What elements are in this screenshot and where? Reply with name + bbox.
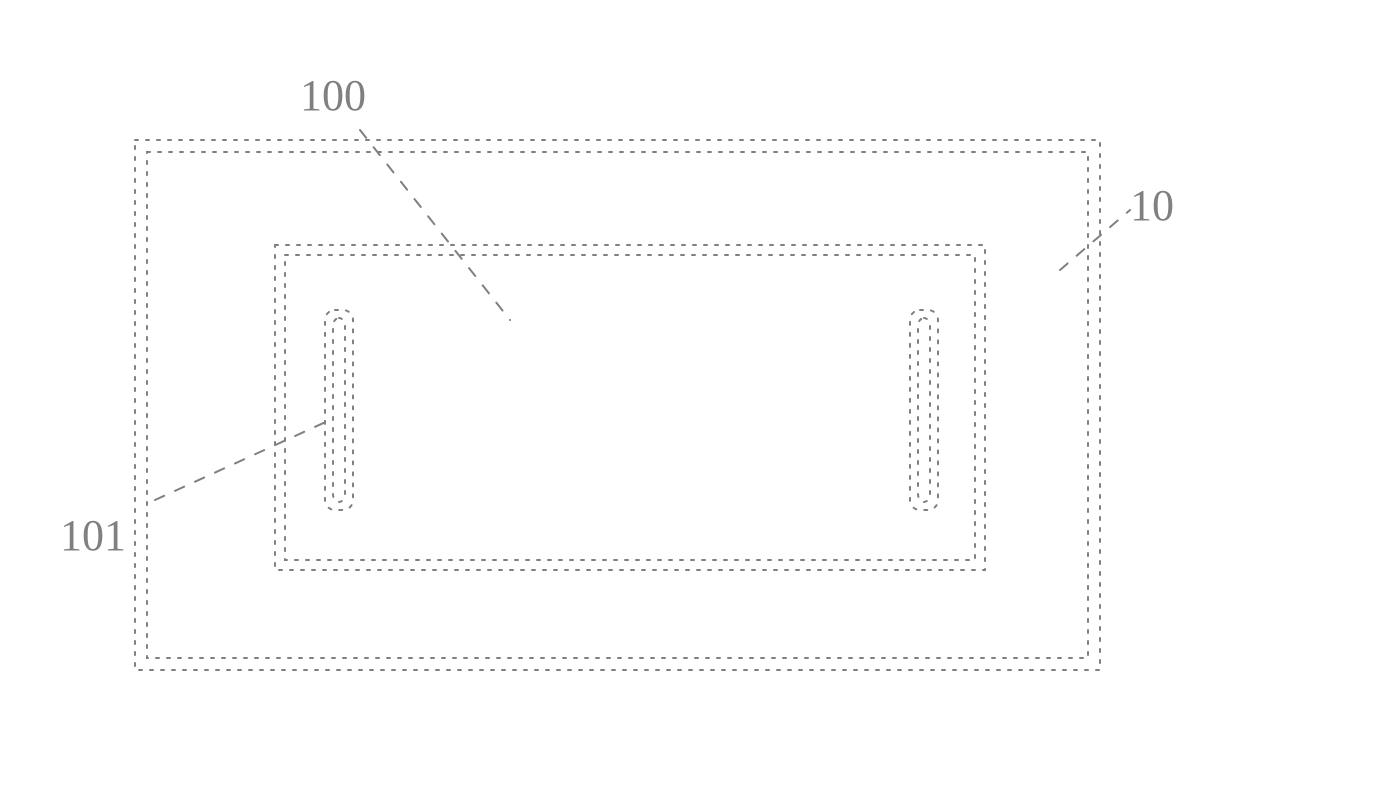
label-10: 10	[1130, 180, 1174, 231]
diagram-svg	[0, 0, 1400, 800]
label-101: 101	[60, 510, 126, 561]
patent-diagram: 100 10 101	[0, 0, 1400, 800]
label-100: 100	[300, 70, 366, 121]
